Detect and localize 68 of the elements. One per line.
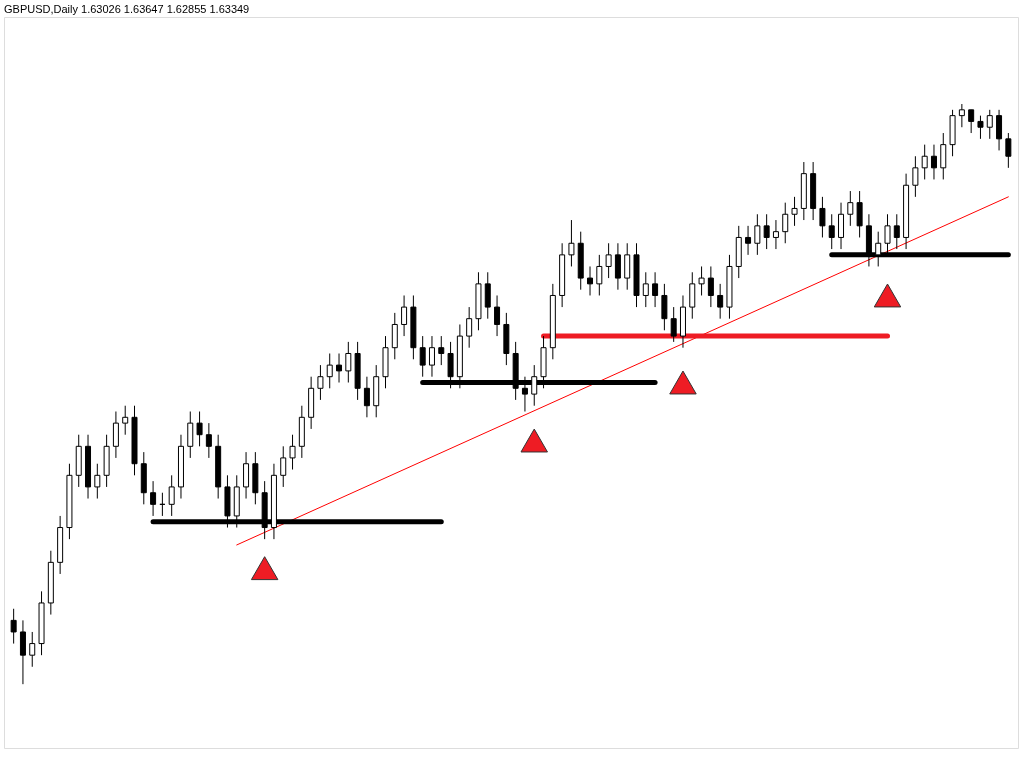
point — [520, 428, 548, 453]
candlestick — [661, 283, 668, 331]
candlestick — [187, 411, 194, 459]
candlestick — [782, 202, 789, 244]
candlestick — [363, 376, 370, 418]
candlestick — [754, 213, 761, 256]
candlestick — [280, 445, 287, 488]
candlestick — [1005, 132, 1012, 169]
candlestick — [986, 109, 993, 140]
candlestick — [419, 335, 426, 378]
candlestick — [689, 271, 696, 320]
candlestick — [94, 463, 101, 500]
candlestick — [893, 213, 900, 250]
candlestick — [317, 364, 324, 401]
candlestick — [112, 411, 119, 459]
candlestick — [828, 213, 835, 250]
candlestick — [921, 144, 928, 180]
candlestick — [772, 219, 779, 250]
candlestick — [345, 341, 352, 383]
candlestick — [624, 242, 631, 291]
candlestick — [336, 352, 343, 383]
candlestick — [930, 144, 937, 180]
candlestick — [698, 265, 705, 296]
candlestick — [596, 254, 603, 296]
candlestick — [196, 411, 203, 447]
candlestick — [150, 480, 157, 517]
candlestick — [205, 422, 212, 459]
candlestick — [587, 265, 594, 296]
candlestick — [494, 294, 501, 337]
candlestick — [977, 115, 984, 140]
candlestick — [856, 190, 863, 238]
candlestick — [243, 451, 250, 500]
candlestick — [484, 271, 491, 320]
point — [669, 370, 697, 395]
point — [873, 283, 902, 308]
candlestick — [401, 294, 408, 337]
candlestick — [168, 474, 175, 517]
candlestick — [847, 190, 854, 227]
candlestick — [122, 405, 129, 436]
candlestick — [605, 242, 612, 279]
candlestick — [940, 132, 947, 180]
candlestick — [29, 631, 36, 668]
candlestick — [745, 225, 752, 256]
candlestick — [652, 271, 659, 308]
candlestick — [670, 306, 677, 343]
point — [250, 556, 279, 581]
chart-title: GBPUSD,Daily 1.63026 1.63647 1.62855 1.63349 — [4, 3, 250, 15]
candlestick — [19, 619, 26, 685]
candlestick — [438, 335, 445, 366]
candlestick — [428, 335, 435, 378]
candlestick — [717, 283, 724, 320]
candlestick — [996, 109, 1003, 151]
candlestick — [642, 271, 649, 308]
candlestick — [614, 242, 621, 291]
candlestick — [466, 306, 473, 349]
candlestick — [568, 219, 575, 267]
candlestick — [838, 202, 845, 250]
candlestick — [391, 312, 398, 360]
candlestick — [791, 196, 798, 227]
candlestick — [763, 213, 770, 250]
candlestick — [326, 352, 333, 389]
candlestick — [10, 608, 17, 645]
candlestick — [958, 103, 965, 128]
candlestick — [912, 155, 919, 198]
candlestick — [819, 196, 826, 238]
candlestick — [289, 434, 296, 471]
candlestick — [707, 265, 714, 308]
candlestick — [968, 109, 975, 134]
